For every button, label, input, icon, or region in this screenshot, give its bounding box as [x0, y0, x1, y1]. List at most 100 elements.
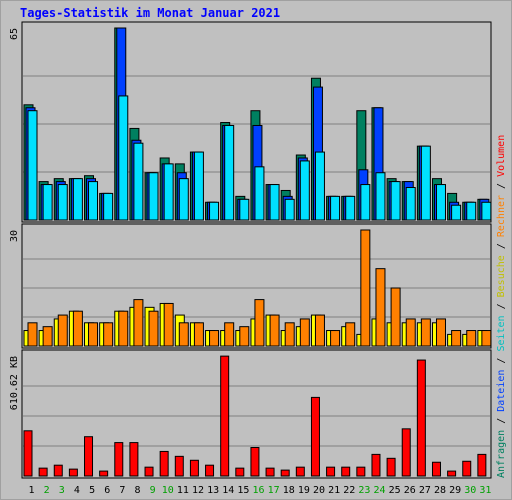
legend-separator: / [496, 412, 507, 430]
legend-volumen: Volumen [496, 135, 507, 177]
chart-title: Tages-Statistik im Monat Januar 2021 [20, 6, 281, 20]
x-label-day-13: 13 [207, 485, 219, 496]
x-label-day-20: 20 [313, 485, 325, 496]
y-axis-labels: 65 30 610.62 KB [9, 28, 20, 410]
bar-volumen-day-27 [416, 359, 426, 477]
bar-rechner-day-11 [178, 322, 189, 347]
bar-volumen-day-18 [280, 469, 290, 477]
bar-volumen-day-29 [447, 470, 457, 477]
bar-rechner-day-24 [375, 268, 386, 347]
x-label-day-14: 14 [222, 485, 234, 496]
x-label-day-8: 8 [134, 485, 140, 496]
x-label-day-5: 5 [89, 485, 95, 496]
x-label-day-25: 25 [389, 485, 401, 496]
bar-rechner-day-8 [133, 299, 144, 347]
x-label-day-29: 29 [449, 485, 461, 496]
bar-volumen-day-13 [205, 464, 215, 477]
legend-anfragen: Anfragen [496, 430, 507, 478]
bar-rechner-day-29 [451, 330, 462, 347]
bar-rechner-day-19 [299, 318, 310, 347]
x-label-day-1: 1 [29, 485, 35, 496]
x-label-day-9: 9 [150, 485, 156, 496]
legend-rechner: Rechner [496, 195, 507, 237]
bar-seiten-day-27 [420, 145, 431, 221]
bar-rechner-day-20 [314, 314, 325, 347]
bar-rechner-day-4 [72, 310, 83, 347]
bar-seiten-day-20 [314, 151, 325, 221]
bar-rechner-day-2 [42, 326, 53, 347]
bar-volumen-day-15 [235, 467, 245, 477]
bar-volumen-day-11 [174, 455, 184, 477]
bar-volumen-day-31 [477, 453, 487, 477]
bar-seiten-day-10 [163, 163, 174, 221]
bar-rechner-day-31 [481, 330, 492, 347]
bar-rechner-day-13 [209, 330, 220, 347]
bar-rechner-day-18 [284, 322, 295, 347]
bar-seiten-day-2 [42, 184, 53, 221]
bar-seiten-day-29 [451, 204, 462, 221]
x-label-day-15: 15 [237, 485, 249, 496]
bar-seiten-day-14 [224, 124, 235, 221]
x-label-day-27: 27 [419, 485, 431, 496]
bar-seiten-day-12 [193, 151, 204, 221]
bar-seiten-day-5 [88, 181, 99, 221]
bar-rechner-day-15 [239, 326, 250, 347]
bar-rechner-day-9 [148, 310, 159, 347]
x-label-day-16: 16 [252, 485, 264, 496]
side-legend: Anfragen / Dateien / Seiten / Besuche / … [496, 135, 507, 478]
bar-seiten-day-16 [254, 166, 265, 221]
x-label-day-6: 6 [104, 485, 110, 496]
legend-separator: / [496, 297, 507, 315]
legend-seiten: Seiten [496, 315, 507, 351]
x-label-day-22: 22 [343, 485, 355, 496]
bar-rechner-day-26 [405, 318, 416, 347]
x-label-day-4: 4 [74, 485, 80, 496]
bar-seiten-day-19 [299, 160, 310, 221]
legend-separator: / [496, 237, 507, 255]
bar-rechner-day-28 [435, 318, 446, 347]
bar-volumen-day-1 [23, 430, 33, 477]
x-axis-labels: 1 2 3 4 5 6 7 8 9 10 11 12 13 14 15 16 17 18 19 20 21 22 23 24 2… [29, 485, 492, 496]
x-label-day-12: 12 [192, 485, 204, 496]
bar-seiten-day-11 [178, 178, 189, 221]
chart-bars [23, 27, 492, 477]
bar-volumen-day-5 [84, 436, 94, 477]
x-label-day-3: 3 [59, 485, 65, 496]
bar-seiten-day-30 [466, 201, 477, 221]
bar-rechner-day-16 [254, 299, 265, 347]
legend-besuche: Besuche [496, 255, 507, 297]
bar-seiten-day-31 [481, 201, 492, 221]
x-label-day-19: 19 [298, 485, 310, 496]
bar-volumen-day-2 [38, 467, 48, 477]
bar-volumen-day-25 [386, 457, 396, 477]
bar-rechner-day-17 [269, 314, 280, 347]
x-label-day-23: 23 [358, 485, 370, 496]
bar-volumen-day-14 [220, 355, 230, 477]
bar-rechner-day-21 [330, 330, 341, 347]
bar-volumen-day-9 [144, 466, 154, 477]
bar-seiten-day-26 [405, 187, 416, 221]
bar-rechner-day-12 [193, 322, 204, 347]
bar-volumen-day-19 [295, 466, 305, 477]
bar-rechner-day-22 [345, 322, 356, 347]
bar-volumen-day-24 [371, 453, 381, 477]
x-label-day-31: 31 [479, 485, 491, 496]
bar-volumen-day-7 [114, 442, 124, 477]
x-label-day-2: 2 [44, 485, 50, 496]
bar-seiten-day-21 [330, 195, 341, 221]
bar-volumen-day-10 [159, 450, 169, 477]
x-label-day-11: 11 [177, 485, 189, 496]
bar-seiten-day-28 [435, 184, 446, 221]
bar-seiten-day-9 [148, 172, 159, 221]
bar-seiten-day-3 [57, 184, 68, 221]
bar-volumen-day-23 [356, 466, 366, 477]
bar-rechner-day-1 [27, 322, 38, 347]
bar-seiten-day-1 [27, 110, 38, 221]
bar-volumen-day-3 [53, 464, 63, 477]
x-label-day-28: 28 [434, 485, 446, 496]
bar-rechner-day-6 [103, 322, 114, 347]
bar-rechner-day-10 [163, 302, 174, 347]
bar-rechner-day-14 [224, 322, 235, 347]
